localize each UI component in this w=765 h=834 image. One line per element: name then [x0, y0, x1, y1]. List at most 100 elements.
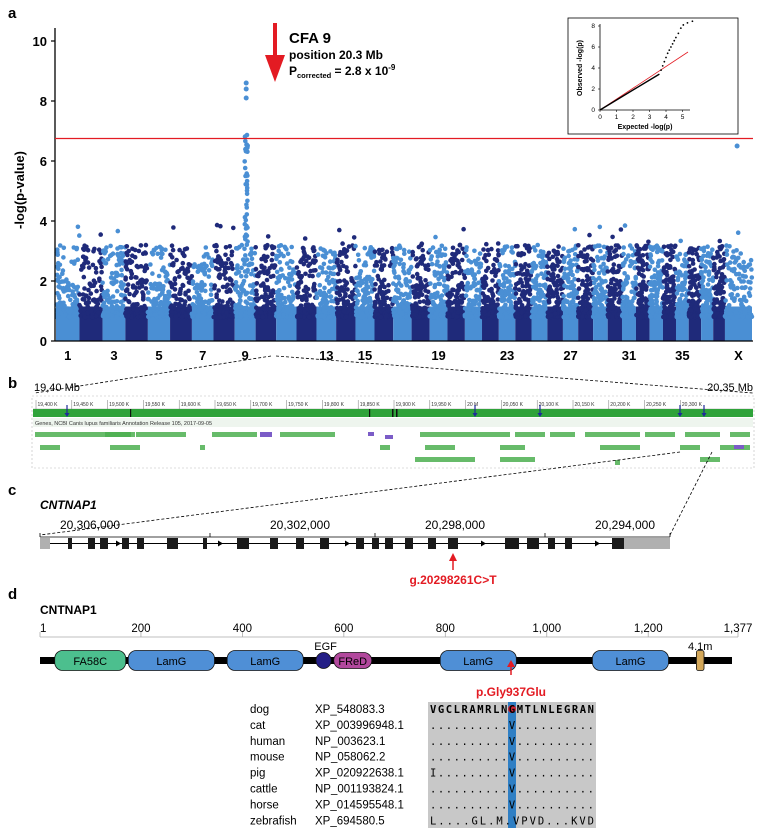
snp-point [404, 314, 409, 320]
snp-point [509, 312, 514, 317]
chromosome-6-points [168, 225, 195, 341]
snp-point [119, 272, 125, 278]
snp-point [457, 270, 462, 276]
snp-point [256, 314, 262, 320]
snp-point [176, 269, 181, 274]
snp-point [253, 266, 259, 272]
snp-point [400, 299, 406, 304]
snp-point [483, 303, 489, 309]
ruler-tick: 20,200 K [610, 402, 631, 408]
snp-point [283, 275, 288, 281]
snp-point [229, 249, 235, 255]
snp-point [503, 311, 508, 316]
snp-point [693, 285, 699, 290]
snp-point [460, 246, 465, 252]
snp-point [230, 266, 235, 272]
snp-point [205, 314, 211, 320]
snp-point [106, 300, 112, 305]
qq-point [666, 52, 669, 55]
snp-point [664, 277, 669, 282]
x-tick-label: 7 [199, 348, 206, 363]
x-tick-label: 35 [675, 348, 689, 363]
snp-point [386, 303, 391, 309]
snp-point [383, 314, 389, 320]
snp-point [447, 300, 453, 305]
snp-point [375, 312, 381, 317]
snp-point [296, 314, 301, 320]
snp-point [620, 302, 626, 308]
snp-point [525, 270, 530, 276]
snp-point [446, 264, 452, 269]
snp-point [94, 303, 99, 309]
chromosome-12-points [294, 236, 319, 341]
snp-point [337, 306, 343, 311]
snp-point [257, 309, 263, 315]
snp-point [582, 247, 587, 252]
peak-arrow [265, 23, 285, 82]
snp-point [554, 304, 560, 309]
snp-point [74, 287, 79, 292]
snp-point [576, 295, 581, 301]
accession: XP_548083.3 [315, 704, 385, 716]
snp-point [507, 279, 512, 284]
aligned-sequence: ..........V.......... [430, 720, 594, 732]
snp-point [700, 309, 706, 314]
snp-point [397, 261, 403, 267]
snp-point [545, 264, 550, 270]
snp-point [82, 261, 87, 266]
snp-point [160, 287, 166, 292]
qq-point [665, 56, 667, 59]
snp-point [298, 303, 304, 309]
snp-point [723, 298, 728, 303]
snp-point [622, 271, 627, 276]
snp-point [265, 234, 271, 239]
snp-point [700, 284, 706, 289]
snp-point [150, 271, 155, 276]
snp-point [247, 252, 253, 257]
snp-point [592, 244, 598, 249]
snp-point [439, 270, 445, 276]
snp-point [601, 261, 606, 267]
snp-point [110, 294, 116, 299]
snp-point [417, 299, 423, 305]
domain-label: LamG [250, 656, 280, 668]
snp-point [170, 247, 176, 253]
snp-point [85, 310, 90, 316]
snp-point [68, 306, 73, 312]
snp-point [704, 253, 710, 258]
qq-point [682, 24, 685, 26]
snp-point [135, 281, 141, 286]
snp-point [375, 293, 380, 298]
snp-point [688, 285, 693, 290]
snp-point [221, 261, 226, 266]
species-name: cat [250, 720, 266, 732]
snp-point [668, 243, 674, 248]
snp-point [443, 260, 449, 265]
exon [356, 538, 364, 549]
snp-point [573, 245, 578, 251]
snp-point [169, 309, 175, 315]
snp-point [639, 293, 644, 299]
snp-point [445, 273, 451, 279]
snp-point [267, 265, 273, 271]
snp-point [509, 306, 515, 312]
snp-point [347, 307, 352, 313]
snp-point [135, 264, 141, 270]
qq-x-tick: 2 [631, 114, 635, 121]
x-tick-label: 9 [242, 348, 249, 363]
snp-point [386, 288, 391, 294]
snp-point [77, 302, 82, 308]
snp-point [88, 291, 94, 296]
snp-point [398, 257, 404, 263]
snp-point [303, 271, 308, 277]
snp-point [217, 309, 222, 315]
snp-point [637, 254, 643, 260]
snp-point [550, 254, 556, 260]
snp-point [237, 244, 242, 250]
snp-point [633, 274, 638, 280]
snp-point [98, 284, 104, 289]
snp-point [386, 282, 391, 288]
snp-point [543, 284, 548, 290]
snp-point [576, 277, 581, 283]
snp-point [707, 313, 712, 319]
